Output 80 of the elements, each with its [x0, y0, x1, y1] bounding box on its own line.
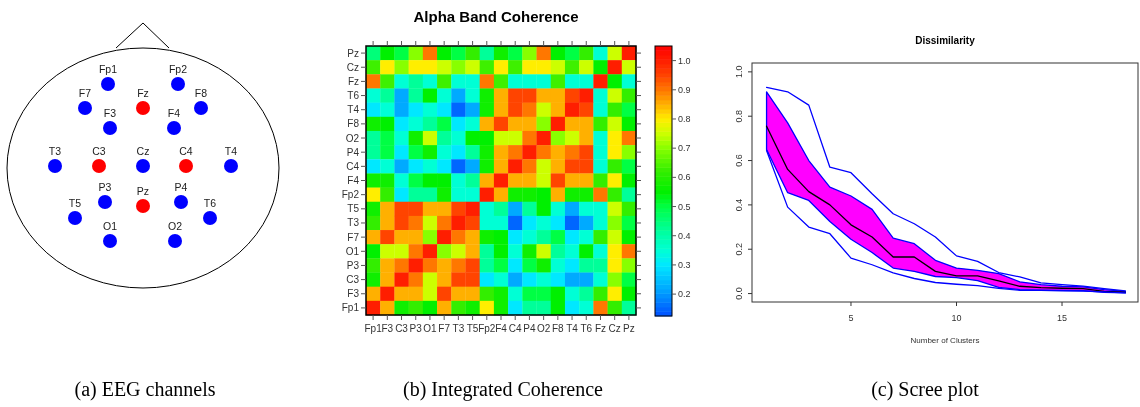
x-tick-label: F7	[438, 323, 451, 334]
category-label: T5	[68, 197, 82, 209]
x-tick-label: Fz	[594, 323, 607, 334]
y-tick-label: Cz	[346, 61, 359, 73]
y-tick-label: T3	[347, 217, 360, 229]
y-tick-label: F8	[347, 118, 360, 130]
category-label: C3	[92, 145, 106, 157]
x-tick-label: Fp2	[478, 323, 496, 334]
y-tick-label: C4	[346, 160, 360, 172]
color-bar-label: 0.3	[678, 259, 691, 270]
category-label: T6	[203, 197, 217, 209]
category-label: C4	[179, 145, 193, 157]
category-label: O1	[102, 220, 118, 232]
category-label: F8	[194, 87, 208, 99]
category-label: T4	[224, 145, 238, 157]
category-label: Fz	[137, 87, 149, 99]
category-label: T3	[48, 145, 62, 157]
x-tick-label: Pz	[623, 323, 635, 334]
y-tick-label: 0.4	[734, 198, 744, 212]
y-tick-label: Fz	[347, 75, 359, 87]
y-tick-label: 0.2	[734, 242, 744, 256]
x-tick-label: P3	[409, 323, 423, 334]
x-tick-label: O1	[423, 323, 438, 334]
y-tick-label: P4	[346, 146, 360, 158]
color-bar-label: 0.6	[678, 172, 691, 183]
chart-title: Alpha Band Coherence	[413, 8, 579, 25]
x-axis-title: Number of Clusters	[910, 336, 980, 345]
x-tick-label: T4	[566, 323, 579, 334]
x-tick-label: C4	[508, 323, 523, 334]
text: (a) EEG channels	[74, 378, 216, 401]
y-tick-label: 1.0	[734, 65, 744, 79]
category-label: F4	[167, 107, 181, 119]
y-tick-label: C3	[346, 274, 360, 286]
y-tick-label: 0.6	[734, 154, 744, 167]
color-bar-label: 0.5	[678, 201, 691, 212]
x-tick-label: 10	[951, 313, 962, 323]
category-label: Fp2	[168, 63, 188, 75]
x-tick-label: P4	[523, 323, 536, 334]
x-tick-label: T3	[452, 323, 465, 334]
category-label: P3	[98, 181, 112, 193]
y-tick-label: F7	[347, 231, 360, 243]
category-label: F7	[78, 87, 92, 99]
category-label: Cz	[136, 145, 150, 157]
color-bar-label: 0.9	[678, 84, 691, 95]
x-tick-label: F4	[495, 323, 508, 334]
color-bar-label: 0.7	[678, 143, 691, 154]
y-tick-label: Fp1	[341, 302, 360, 314]
category-label: P4	[174, 181, 188, 193]
y-tick-label: O2	[345, 132, 360, 144]
y-tick-label: F4	[347, 175, 360, 186]
color-bar-label: 0.8	[678, 113, 691, 124]
y-tick-label: T5	[347, 203, 360, 215]
category-label: F3	[103, 107, 117, 119]
y-tick-label: Pz	[347, 47, 359, 59]
color-bar-label: 1.0	[678, 55, 691, 66]
category-label: O2	[167, 220, 183, 232]
text: (b) Integrated Coherence	[403, 378, 604, 401]
x-tick-label: O2	[536, 323, 551, 334]
y-tick-label: F3	[347, 288, 360, 300]
y-tick-label: T4	[347, 104, 360, 116]
x-tick-label: 5	[848, 313, 854, 323]
y-tick-label: 0.0	[734, 287, 744, 300]
category-label: Fp1	[98, 63, 118, 75]
x-tick-label: F8	[552, 323, 565, 334]
category-label: Pz	[136, 185, 150, 197]
color-bar-label: 0.2	[678, 289, 691, 300]
x-tick-label: T6	[580, 323, 593, 334]
y-tick-label: 0.8	[734, 109, 744, 123]
x-tick-label: F3	[381, 323, 394, 334]
x-tick-label: Cz	[608, 323, 621, 334]
x-tick-label: T5	[466, 323, 479, 334]
chart-title: Dissimilarity	[915, 35, 976, 46]
text: (c) Scree plot	[871, 378, 980, 401]
x-tick-label: 15	[1057, 313, 1068, 323]
y-tick-label: T6	[347, 90, 360, 102]
y-tick-label: Fp2	[341, 189, 360, 201]
y-tick-label: O1	[345, 245, 360, 257]
color-bar-label: 0.4	[678, 230, 691, 241]
y-tick-label: P3	[346, 259, 360, 271]
x-tick-label: C3	[395, 323, 409, 334]
